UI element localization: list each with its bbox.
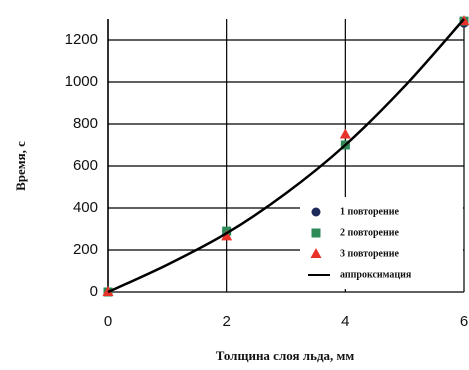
legend-label: 2 повторение — [340, 227, 399, 238]
x-tick-label: 4 — [341, 313, 349, 330]
legend-label: 3 повторение — [340, 248, 399, 259]
y-tick-label: 400 — [73, 199, 98, 216]
point — [339, 128, 351, 139]
approx-line — [107, 18, 465, 294]
y-tick-label: 200 — [73, 241, 98, 258]
legend-swatch — [310, 248, 322, 258]
legend-label: аппроксимация — [340, 269, 412, 280]
y-tick-label: 1000 — [65, 73, 98, 90]
y-tick-label: 0 — [90, 283, 98, 300]
x-axis-label: Толщина слоя льда, мм — [216, 348, 355, 363]
legend-box — [300, 197, 463, 289]
legend-label: 1 повторение — [340, 206, 399, 217]
x-tick-label: 2 — [222, 313, 230, 330]
y-tick-label: 800 — [73, 115, 98, 132]
legend-swatch — [311, 228, 321, 238]
x-tick-label: 6 — [460, 313, 468, 330]
y-tick-label: 1200 — [65, 31, 98, 48]
y-axis-label: Время, с — [13, 141, 28, 191]
point — [221, 230, 233, 241]
x-tick-label: 0 — [104, 313, 112, 330]
y-tick-label: 600 — [73, 157, 98, 174]
legend-swatch — [311, 207, 321, 217]
